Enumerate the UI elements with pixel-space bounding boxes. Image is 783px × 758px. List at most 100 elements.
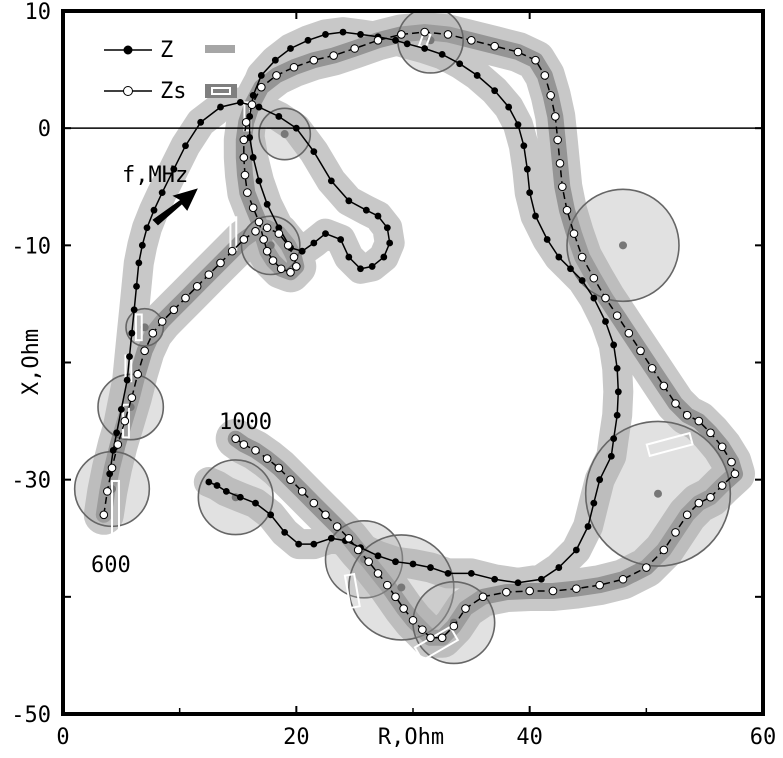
series-zs-point (569, 229, 579, 238)
series-z-point (578, 277, 586, 284)
frequency-direction-arrow (152, 188, 198, 226)
series-z-point (249, 91, 257, 99)
series-z-point (409, 560, 417, 568)
series-zs-point (127, 393, 137, 402)
series-zs-point (276, 264, 286, 274)
series-zs-point (449, 621, 459, 631)
uncertainty-circle-center (619, 241, 627, 250)
start-frequency-label: 600 (91, 553, 131, 578)
series-zs-point (531, 55, 540, 65)
series-z-point (170, 165, 178, 173)
series-zs-point (239, 235, 249, 244)
y-tick-label: -30 (11, 469, 51, 494)
series-zs-point (274, 229, 284, 238)
series-zs-point (262, 223, 272, 233)
series-z-point (473, 72, 481, 79)
series-zs-point (555, 159, 565, 168)
series-z-point (491, 575, 499, 583)
legend-z-band-swatch (205, 45, 235, 53)
series-zs-point (103, 487, 112, 496)
series-z-point (310, 540, 318, 548)
series-zs-point (671, 528, 680, 537)
series-zs-point (289, 62, 299, 72)
series-zs-point (467, 35, 476, 45)
series-zs-point (595, 580, 604, 590)
series-zs-point (647, 364, 657, 373)
series-zs-point (120, 416, 130, 426)
uncertainty-circle-center (397, 583, 406, 592)
series-z-point (222, 487, 230, 495)
series-z-point (590, 294, 598, 302)
legend-zs-band-inner-swatch (211, 87, 231, 95)
series-z-point (281, 528, 289, 536)
series-z-point (523, 165, 531, 173)
legend-z-marker (123, 45, 133, 55)
uncertainty-rect (134, 313, 143, 342)
series-z-point (310, 148, 318, 156)
series-zs-point (727, 457, 736, 467)
series-zs-point (216, 258, 225, 268)
series-z-point (421, 45, 429, 52)
uncertainty-rect (645, 431, 694, 458)
y-tick-label: -10 (11, 234, 51, 259)
legend-zs-marker (123, 86, 133, 96)
series-zs-point (717, 481, 727, 490)
series-z-point (543, 236, 551, 243)
series-z-point (596, 476, 604, 484)
series-zs-point (259, 235, 268, 244)
series-z-point (514, 579, 522, 587)
series-zs-point (286, 267, 295, 277)
series-zs-point (107, 463, 117, 473)
series-zs-point (706, 492, 715, 502)
series-z-point (514, 121, 522, 129)
series-z-point (362, 206, 370, 214)
uncertainty-rect (343, 572, 361, 610)
series-z-point (217, 103, 224, 111)
series-z-point (491, 87, 499, 95)
series-zs-point (192, 282, 202, 291)
series-z-point (271, 56, 279, 64)
series-z-point (590, 499, 598, 507)
series-z-point (392, 558, 399, 566)
series-zs-point (262, 454, 272, 463)
series-z-point (252, 499, 259, 507)
legend-z-label: Z (160, 38, 173, 63)
series-zs-point (309, 55, 319, 65)
series-zs-point (329, 51, 338, 60)
series-zs-point (251, 226, 260, 236)
series-z-point (380, 253, 388, 261)
series-zs-point (624, 328, 634, 338)
legend-zs-label: Zs (160, 79, 187, 104)
series-z-point (133, 282, 140, 290)
series-zs-point (239, 135, 249, 145)
series-z-point (555, 564, 563, 571)
series-z-point (403, 40, 411, 48)
series-z-point (610, 341, 618, 349)
series-zs-point (373, 569, 383, 578)
series-z-point (532, 212, 539, 220)
series-zs-point (157, 317, 167, 326)
series-z-point (537, 575, 545, 583)
series-zs-point (513, 47, 523, 57)
series-zs-point (248, 203, 258, 213)
series-z-point (287, 45, 294, 52)
series-zs-point (257, 82, 266, 92)
series-zs-point (437, 633, 447, 643)
series-zs-point (659, 381, 669, 391)
series-z-point (368, 263, 376, 270)
series-z-point (310, 239, 318, 247)
legend-zs-band-swatch (205, 84, 237, 98)
series-z-point (610, 435, 618, 443)
series-z-point (572, 546, 580, 554)
series-zs-point (562, 205, 572, 215)
series-zs-point (383, 580, 392, 590)
series-zs-point (408, 615, 418, 625)
series-z-point (275, 224, 283, 232)
series-zs-point (297, 487, 307, 496)
x-tick-label: 0 (56, 725, 69, 750)
series-zs-point (321, 510, 330, 520)
series-z-point (327, 177, 335, 185)
series-zs-point (612, 311, 622, 320)
uncertainty-circle-center (280, 130, 289, 139)
series-z-point (117, 405, 125, 413)
